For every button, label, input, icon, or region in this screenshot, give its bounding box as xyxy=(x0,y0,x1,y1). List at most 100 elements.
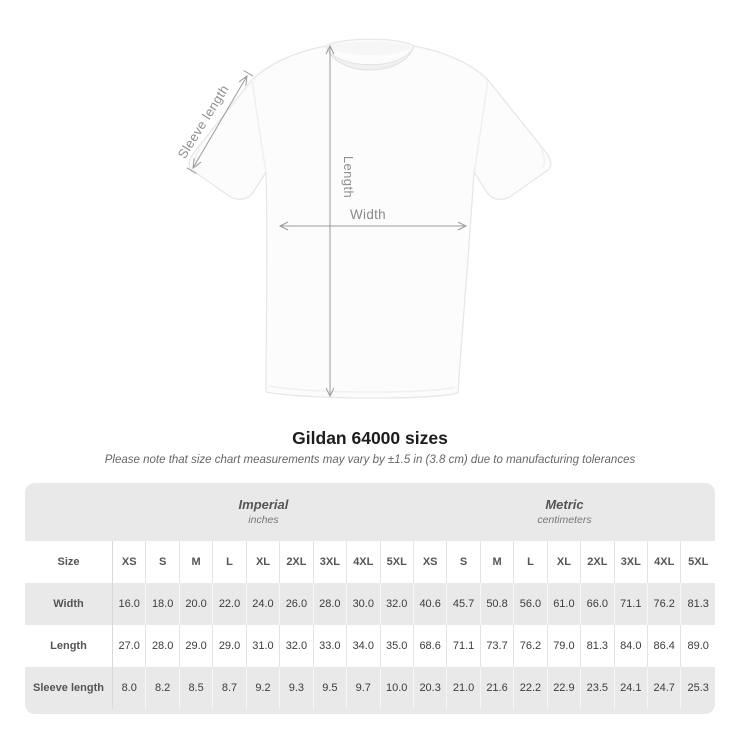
measurement-value: 20.0 xyxy=(179,583,214,625)
measurement-value: 28.0 xyxy=(313,583,348,625)
measurement-value: 9.7 xyxy=(347,667,381,709)
measurement-row: Length 27.0 28.0 29.0 29.0 31.0 32.0 33.0 34.0 35… xyxy=(25,625,715,667)
measurement-value: 89.0 xyxy=(681,625,715,667)
size-col-header: XL xyxy=(547,541,582,583)
measurement-value: 26.0 xyxy=(280,583,314,625)
tshirt-image: Sleeve length Length Width xyxy=(175,38,552,399)
measurement-value: 9.5 xyxy=(313,667,348,709)
size-col-header: XL xyxy=(246,541,281,583)
measurement-value: 73.7 xyxy=(480,625,515,667)
measurement-value: 25.3 xyxy=(681,667,715,709)
measurement-value: 8.0 xyxy=(113,667,147,709)
size-col-header: 3XL xyxy=(614,541,648,583)
page-title: Gildan 64000 sizes xyxy=(292,428,448,448)
metric-group-unit: centimeters xyxy=(537,514,592,526)
measurement-value: 10.0 xyxy=(380,667,414,709)
measurement-value: 8.2 xyxy=(146,667,180,709)
measurement-value: 9.3 xyxy=(280,667,314,709)
measurement-value: 9.2 xyxy=(246,667,281,709)
measurement-value: 29.0 xyxy=(213,625,247,667)
width-diagram-label: Width xyxy=(350,207,386,222)
size-col-header: 3XL xyxy=(313,541,348,583)
measurement-value: 66.0 xyxy=(581,583,615,625)
size-col-header: 4XL xyxy=(347,541,381,583)
measurement-value: 32.0 xyxy=(280,625,314,667)
measurement-value: 79.0 xyxy=(547,625,582,667)
measurement-value: 33.0 xyxy=(313,625,348,667)
metric-group-header: Metric centimeters xyxy=(413,483,715,541)
measurement-value: 8.7 xyxy=(213,667,247,709)
tshirt-measurement-diagram: Sleeve length Length Width xyxy=(175,38,552,399)
measurement-value: 23.5 xyxy=(581,667,615,709)
measurement-value: 71.1 xyxy=(614,583,648,625)
size-table-body: Width 16.0 18.0 20.0 22.0 24.0 26.0 28.0 30.0 32.… xyxy=(25,583,715,709)
measurement-value: 24.0 xyxy=(246,583,281,625)
size-col-header: 5XL xyxy=(380,541,414,583)
measurement-value: 35.0 xyxy=(380,625,414,667)
measurement-value: 56.0 xyxy=(514,583,548,625)
measurement-value: 31.0 xyxy=(246,625,281,667)
corner-blank xyxy=(25,483,113,541)
measurement-value: 22.9 xyxy=(547,667,582,709)
measurement-value: 27.0 xyxy=(113,625,147,667)
measurement-value: 21.6 xyxy=(480,667,515,709)
measurement-row: Width 16.0 18.0 20.0 22.0 24.0 26.0 28.0 30.0 32.… xyxy=(25,583,715,625)
measurement-value: 22.2 xyxy=(514,667,548,709)
size-col-header: XS xyxy=(113,541,147,583)
measurement-arrows xyxy=(186,44,468,398)
size-col-header: S xyxy=(447,541,481,583)
imperial-group-label: Imperial xyxy=(238,497,289,512)
measurement-value: 50.8 xyxy=(480,583,515,625)
size-table: Imperial inches Metric centimeters Size … xyxy=(25,483,715,709)
measurement-value: 84.0 xyxy=(614,625,648,667)
measurement-value: 76.2 xyxy=(648,583,682,625)
length-arrow xyxy=(325,44,335,398)
size-header-row: Size XS S M L XL 2XL 3XL 4XL 5XL XS S M L XL 2XL 3XL 4XL… xyxy=(25,541,715,583)
size-col-header: 4XL xyxy=(648,541,682,583)
size-col-header: 2XL xyxy=(280,541,314,583)
measurement-value: 24.1 xyxy=(614,667,648,709)
size-col-header: M xyxy=(480,541,515,583)
measurement-value: 32.0 xyxy=(380,583,414,625)
size-col-header: S xyxy=(146,541,180,583)
measurement-value: 28.0 xyxy=(146,625,180,667)
sleeve-length-arrow xyxy=(186,70,254,174)
measurement-row-label: Length xyxy=(25,625,113,667)
imperial-group-header: Imperial inches xyxy=(113,483,414,541)
measurement-value: 86.4 xyxy=(648,625,682,667)
metric-group-label: Metric xyxy=(545,497,584,512)
measurement-value: 40.6 xyxy=(413,583,448,625)
measurement-value: 29.0 xyxy=(179,625,214,667)
measurement-value: 22.0 xyxy=(213,583,247,625)
tolerance-note: Please note that size chart measurements… xyxy=(104,454,636,466)
unit-group-row: Imperial inches Metric centimeters xyxy=(25,483,715,541)
measurement-value: 16.0 xyxy=(113,583,147,625)
measurement-value: 81.3 xyxy=(581,625,615,667)
size-col-header: M xyxy=(179,541,214,583)
size-col-header: L xyxy=(213,541,247,583)
measurement-value: 81.3 xyxy=(681,583,715,625)
width-arrow xyxy=(278,221,468,231)
measurement-row-label: Width xyxy=(25,583,113,625)
measurement-value: 30.0 xyxy=(347,583,381,625)
size-table-container: Imperial inches Metric centimeters Size … xyxy=(25,483,715,714)
length-diagram-label: Length xyxy=(341,156,356,198)
size-col-header: 5XL xyxy=(681,541,715,583)
size-col-header: XS xyxy=(413,541,448,583)
size-col-header: L xyxy=(514,541,548,583)
measurement-value: 76.2 xyxy=(514,625,548,667)
measurement-value: 8.5 xyxy=(179,667,214,709)
tshirt-silhouette xyxy=(188,38,552,399)
measurement-value: 21.0 xyxy=(447,667,481,709)
size-corner-header: Size xyxy=(25,541,113,583)
size-col-header: 2XL xyxy=(581,541,615,583)
measurement-value: 34.0 xyxy=(347,625,381,667)
measurement-value: 18.0 xyxy=(146,583,180,625)
measurement-row-label: Sleeve length xyxy=(25,667,113,709)
measurement-value: 68.6 xyxy=(413,625,448,667)
measurement-value: 24.7 xyxy=(648,667,682,709)
measurement-value: 20.3 xyxy=(413,667,448,709)
measurement-row: Sleeve length 8.0 8.2 8.5 8.7 9.2 9.3 9.5 9.7 10.… xyxy=(25,667,715,709)
imperial-group-unit: inches xyxy=(248,514,279,526)
measurement-value: 71.1 xyxy=(447,625,481,667)
